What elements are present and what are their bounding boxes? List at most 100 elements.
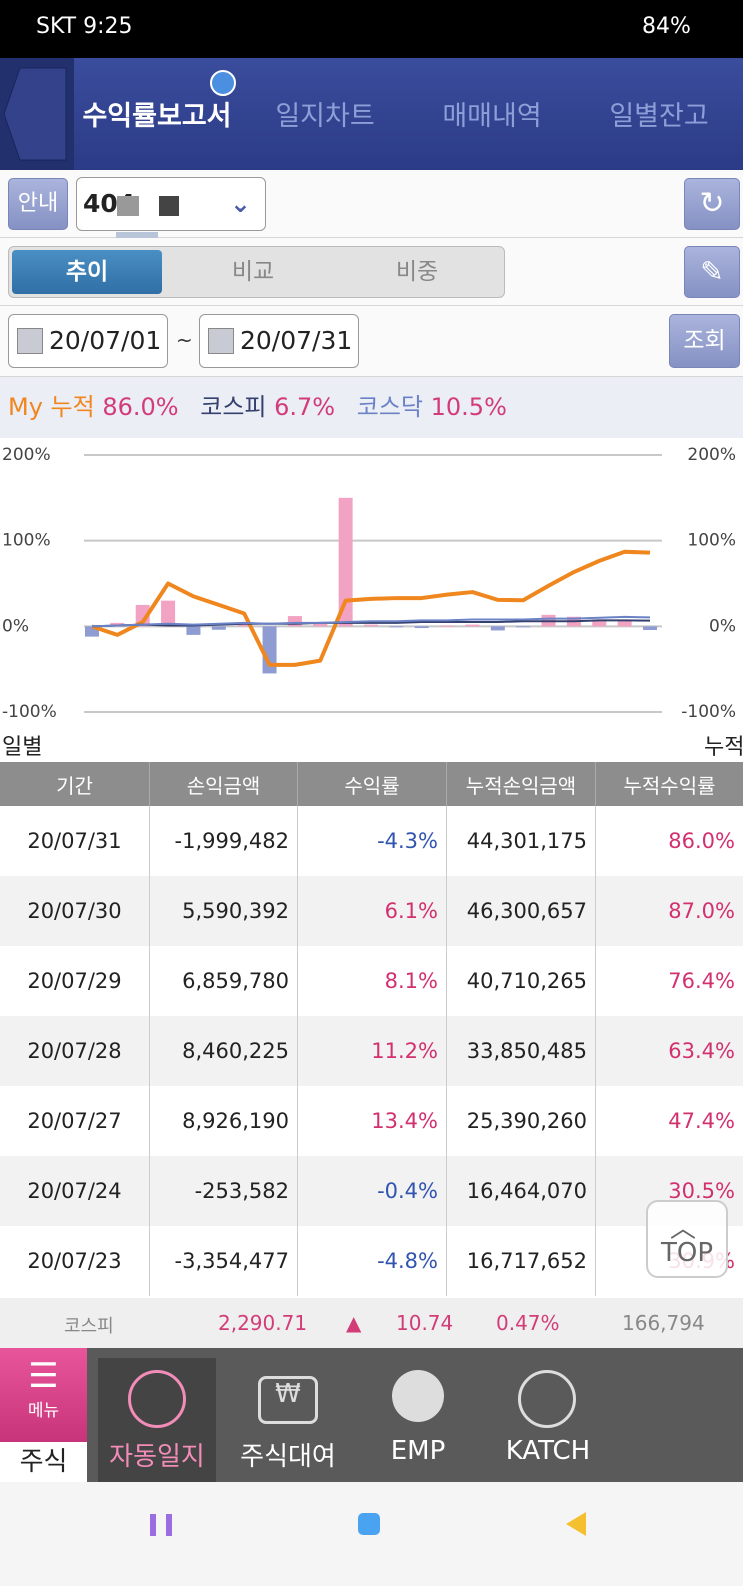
tab[interactable]: 매매내역 [442, 101, 542, 132]
bar [465, 624, 480, 627]
bar [211, 626, 226, 630]
calendar-icon [208, 328, 234, 354]
y-tick-label: -100% [2, 702, 57, 722]
start-date-text: 20/07/01 [49, 326, 162, 355]
table-cell: 30.5% [668, 1179, 735, 1203]
nav-item[interactable]: 자동일지 [109, 1442, 205, 1472]
y-tick-label: 0% [2, 616, 29, 636]
ticker-change: 10.74 [396, 1311, 454, 1335]
table-cell: 40,710,265 [447, 946, 596, 1016]
table-cell: 16,717,652 [447, 1226, 596, 1296]
table-cell: -4.3% [298, 806, 447, 876]
account-row: 안내 404 ⌄ ↻ [0, 170, 743, 248]
table-cell: 20/07/28 [0, 1016, 150, 1086]
tab[interactable]: 수익률보고서 [82, 101, 232, 132]
edit-button[interactable]: ✎ [684, 246, 740, 298]
back-button[interactable] [0, 58, 74, 170]
table-row: 20/07/24 -253,582 -0.4% 16,464,070 30.5% [0, 1156, 743, 1226]
nav-icon [392, 1370, 444, 1422]
info-button[interactable]: 안내 [8, 178, 68, 230]
date-row: 20/07/01 ~ 20/07/31 조회 [0, 306, 743, 377]
table-cell: 63.4% [668, 1039, 735, 1063]
table-row: 20/07/28 8,460,225 11.2% 33,850,485 63.4% [0, 1016, 743, 1086]
search-button[interactable]: 조회 [669, 314, 740, 368]
table-cell: 25,390,260 [447, 1086, 596, 1156]
system-nav [0, 1482, 743, 1586]
header-cell: 기간 [0, 762, 150, 806]
top-label: TOP [660, 1238, 714, 1268]
table-cell: 20/07/23 [0, 1226, 150, 1296]
mask [159, 196, 179, 216]
home-button[interactable] [358, 1513, 380, 1535]
table-cell: 6.1% [298, 876, 447, 946]
menu-icon: ☰ [28, 1356, 59, 1396]
bar [287, 616, 302, 627]
table-header: 기간 손익금액 수익률 누적손익금액 누적수익률 [0, 762, 743, 806]
summary-value: 6.7% [274, 393, 336, 421]
y2-tick-label: 0% [709, 616, 736, 636]
bar [313, 623, 328, 627]
top-button[interactable]: TOP ︿ [646, 1200, 728, 1278]
view-tab[interactable]: 비교 [231, 259, 275, 285]
nav-item[interactable]: 주식 [0, 1442, 87, 1482]
chart: 200% 100% 0% -100% 200% 100% 0% -100% 일별 누적 [2, 445, 743, 760]
view-tab[interactable]: 비중 [395, 259, 439, 285]
calendar-icon [17, 328, 43, 354]
account-select[interactable]: 404 ⌄ [76, 177, 266, 231]
left-axis-label: 일별 [2, 735, 42, 760]
y-tick-label: 100% [2, 531, 51, 551]
bar [85, 626, 99, 637]
table-cell: 20/07/30 [0, 876, 150, 946]
table-cell: 16,464,070 [447, 1156, 596, 1226]
nav-item[interactable]: EMP [390, 1436, 446, 1466]
ticker-name: 코스피 [64, 1316, 114, 1337]
ticker-rate: 0.47% [496, 1311, 560, 1335]
table-cell: 46,300,657 [447, 876, 596, 946]
back-icon [3, 67, 67, 161]
bar [135, 604, 150, 627]
summary-name: 코스피 [200, 393, 267, 421]
nav-item[interactable]: 주식대여 [240, 1442, 336, 1472]
mask [117, 196, 139, 216]
carrier-time: SKT 9:25 [36, 14, 133, 39]
top-icon: ︿ [670, 1214, 697, 1244]
back-nav-button[interactable] [566, 1512, 586, 1536]
bar [440, 625, 455, 627]
end-date-text: 20/07/31 [240, 326, 353, 355]
start-date[interactable]: 20/07/01 [8, 314, 168, 368]
view-tab[interactable]: 추이 [12, 250, 162, 294]
menu-label: 메뉴 [27, 1401, 60, 1421]
summary-name: 코스닥 [356, 393, 423, 421]
header-cell: 수익률 [298, 762, 447, 806]
bar [643, 626, 657, 631]
tab[interactable]: 일별잔고 [609, 101, 709, 132]
table-cell: 8,460,225 [150, 1016, 298, 1086]
table-cell: 47.4% [668, 1109, 735, 1133]
tab[interactable]: 일지차트 [275, 101, 375, 132]
header: 수익률보고서 일지차트 매매내역 일별잔고 [0, 58, 743, 170]
table-row: 20/07/30 5,590,392 6.1% 46,300,657 87.0% [0, 876, 743, 946]
summary-value: 86.0% [102, 393, 179, 421]
table-cell: -1,999,482 [150, 806, 298, 876]
line-series [91, 615, 651, 628]
header-cell: 누적수익률 [623, 773, 716, 798]
y2-tick-label: -100% [681, 702, 736, 722]
recent-button[interactable] [150, 1514, 172, 1536]
table-row: 20/07/29 6,859,780 8.1% 40,710,265 76.4% [0, 946, 743, 1016]
table-cell: 20/07/29 [0, 946, 150, 1016]
refresh-button[interactable]: ↻ [684, 178, 740, 230]
nav-icon: ₩ [258, 1376, 318, 1424]
table-cell: 20/07/27 [0, 1086, 150, 1156]
nav-item[interactable]: KATCH [505, 1436, 591, 1466]
line-series [91, 619, 651, 628]
end-date[interactable]: 20/07/31 [199, 314, 359, 368]
battery: 84% [642, 14, 691, 39]
table-row: 20/07/27 8,926,190 13.4% 25,390,260 47.4% [0, 1086, 743, 1156]
bar [161, 600, 176, 627]
table-cell: 13.4% [298, 1086, 447, 1156]
menu-button[interactable]: ☰ 메뉴 [0, 1348, 87, 1442]
bar [490, 626, 505, 631]
bar [592, 619, 607, 627]
bar [414, 626, 429, 629]
